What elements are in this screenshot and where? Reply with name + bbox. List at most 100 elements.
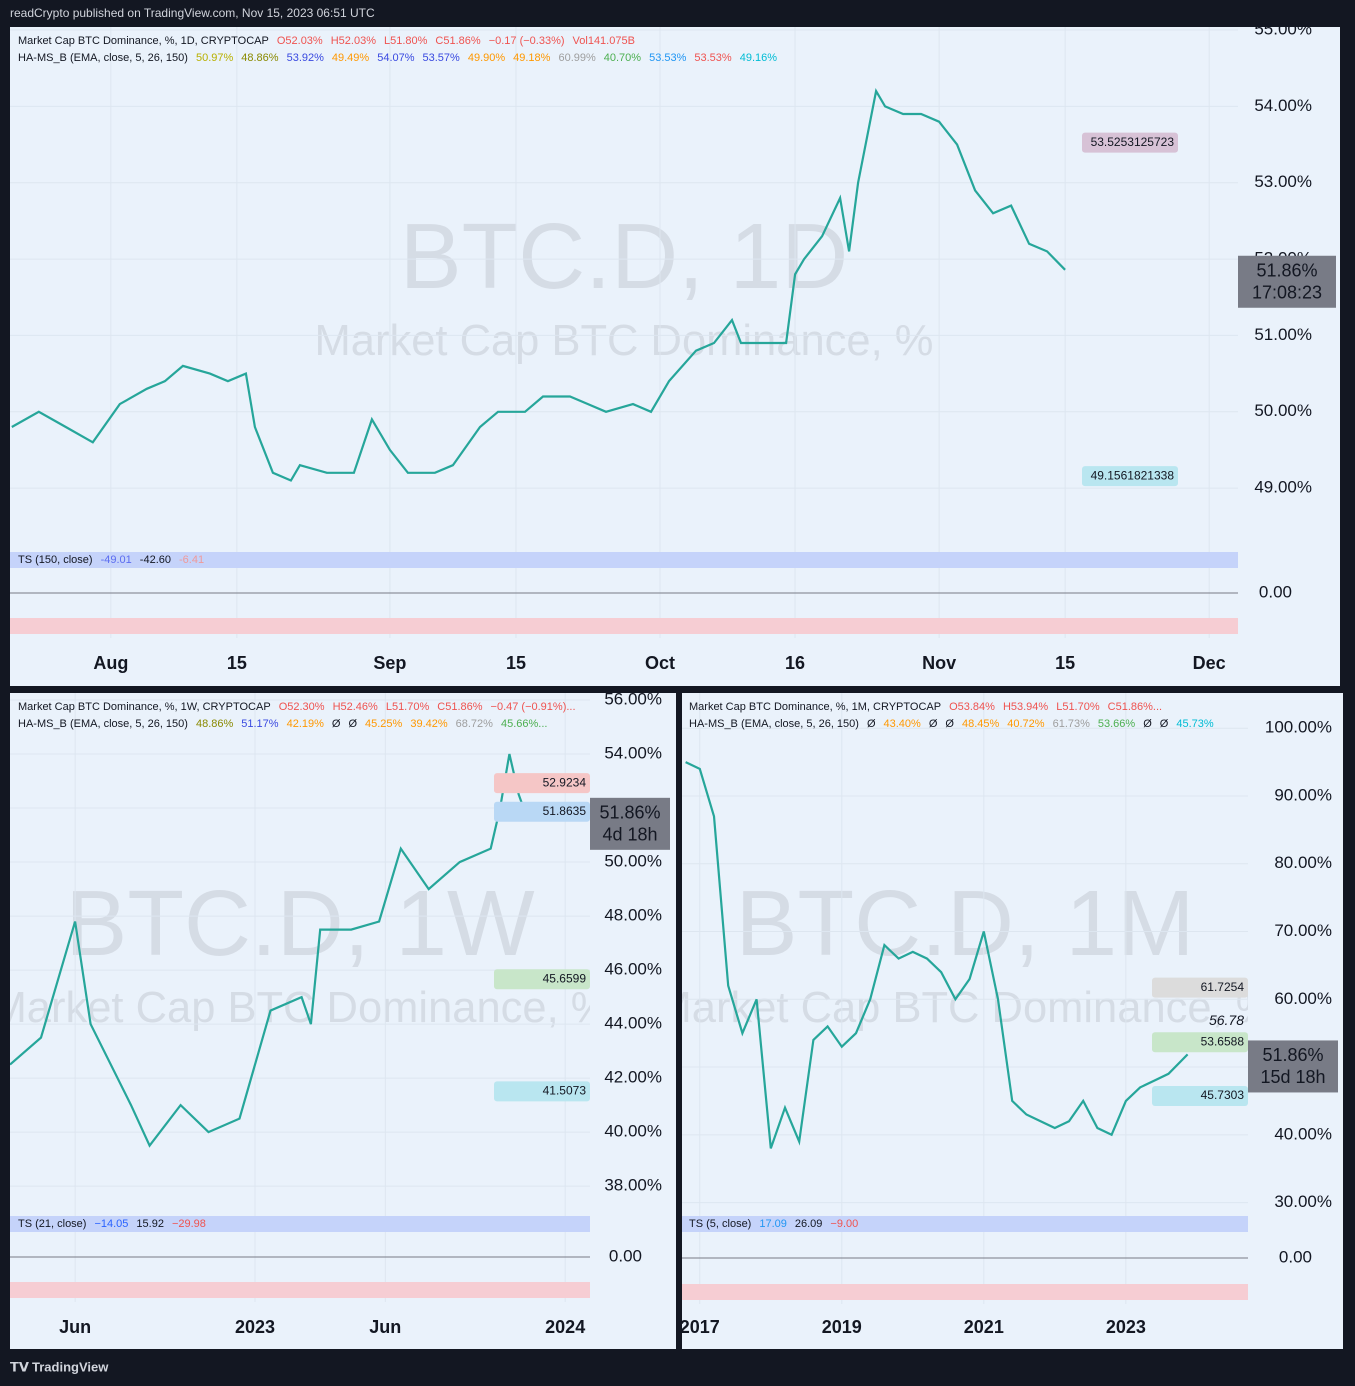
osc-value: -42.60 [140, 554, 171, 566]
brand-logo: 𝗧𝗩 [10, 1359, 29, 1374]
ohlc-value: C51.86% [435, 35, 480, 47]
indicator-value: 40.72% [1007, 718, 1045, 730]
y-tick-label: 48.00% [604, 906, 662, 925]
panel-bg [682, 693, 1343, 1349]
y-tick-label: 49.00% [1254, 478, 1312, 497]
x-tick-label: Aug [93, 653, 128, 673]
x-tick-label: 15 [506, 653, 526, 673]
price-tag-label: 53.5253125723 [1091, 135, 1175, 149]
current-price-label: 51.86% [1256, 261, 1317, 281]
osc-name: TS (21, close) [18, 1218, 86, 1230]
y-tick-label: 56.00% [604, 690, 662, 709]
countdown-label: 17:08:23 [1252, 283, 1322, 303]
price-tag-label: 53.6588 [1201, 1034, 1245, 1048]
y-tick-label: 50.00% [1254, 401, 1312, 420]
current-price-box [590, 797, 670, 850]
osc-tick-label: 0.00 [609, 1246, 642, 1265]
price-tag-label: 51.8635 [543, 804, 587, 818]
indicator-value: 54.07% [377, 52, 415, 64]
countdown-label: 15d 18h [1260, 1067, 1325, 1087]
price-tag-label: 45.7303 [1201, 1088, 1245, 1102]
osc-value: 26.09 [795, 1218, 823, 1230]
y-tick-label: 42.00% [604, 1068, 662, 1087]
indicator-value: 43.40% [884, 718, 922, 730]
current-price-box [1238, 255, 1336, 308]
ohlc-value: O53.84% [949, 701, 995, 713]
indicator-value: 49.90% [468, 52, 506, 64]
x-tick-label: Sep [373, 653, 406, 673]
price-tag-label: 56.78 [1209, 1012, 1244, 1028]
y-tick-label: 50.00% [604, 852, 662, 871]
y-tick-label: 55.00% [1254, 20, 1312, 39]
ohlc-value: L51.80% [384, 35, 428, 47]
y-tick-label: 70.00% [1274, 921, 1332, 940]
ohlc-value: C51.86% [437, 701, 482, 713]
osc-band-top [10, 552, 1238, 568]
osc-band-bottom [10, 618, 1238, 634]
ohlc-value: C51.86%... [1108, 701, 1162, 713]
ohlc-value: Vol141.075B [573, 35, 635, 47]
x-tick-label: 2023 [1106, 1317, 1146, 1337]
indicator-value: 68.72% [456, 718, 494, 730]
indicator-value: 42.19% [287, 718, 325, 730]
ohlc-value: H52.03% [331, 35, 376, 47]
y-tick-label: 100.00% [1265, 718, 1332, 737]
osc-band-bottom [682, 1284, 1248, 1300]
y-tick-label: 30.00% [1274, 1192, 1332, 1211]
price-tag-label: 61.7254 [1201, 980, 1245, 994]
indicator-value: 45.73% [1176, 718, 1214, 730]
indicator-value: 39.42% [410, 718, 448, 730]
osc-value: 17.09 [759, 1218, 787, 1230]
indicator-value: 53.53% [649, 52, 687, 64]
price-tag [494, 801, 590, 822]
y-tick-label: 53.00% [1254, 172, 1312, 191]
indicator-value: Ø [867, 718, 876, 730]
y-tick-label: 80.00% [1274, 853, 1332, 872]
ohlc-value: O52.03% [277, 35, 323, 47]
price-line [10, 753, 526, 1148]
osc-value: 15.92 [136, 1218, 164, 1230]
legend-title: Market Cap BTC Dominance, %, 1D, CRYPTOC… [18, 35, 269, 47]
price-tag [1082, 132, 1178, 153]
y-tick-label: 54.00% [604, 744, 662, 763]
ohlc-value: −0.47 (−0.91%)... [491, 701, 576, 713]
price-tag [1152, 1085, 1248, 1106]
price-tag [1152, 977, 1248, 998]
indicator-value: Ø [929, 718, 938, 730]
indicator-value: 48.86% [196, 718, 234, 730]
x-tick-label: 15 [1055, 653, 1075, 673]
legend-title: Market Cap BTC Dominance, %, 1M, CRYPTOC… [689, 701, 941, 713]
osc-value: −14.05 [94, 1218, 128, 1230]
chart-panel: BTC.D, 1D Market Cap BTC Dominance, % 49.0… [10, 20, 1340, 686]
y-tick-label: 90.00% [1274, 785, 1332, 804]
indicator-value: 40.70% [604, 52, 642, 64]
osc-value: -6.41 [179, 554, 204, 566]
indicator-value: 60.99% [558, 52, 596, 64]
x-tick-label: 16 [785, 653, 805, 673]
publisher: readCrypto published on TradingView.com,… [10, 6, 375, 20]
ohlc-value: −0.17 (−0.33%) [489, 35, 565, 47]
indicator-value: 51.17% [241, 718, 279, 730]
indicator-value: 53.53% [694, 52, 732, 64]
price-tag-label: 49.1561821338 [1091, 468, 1175, 482]
x-tick-label: Oct [645, 653, 675, 673]
indicator-value: Ø [348, 718, 357, 730]
indicator-value: 53.57% [423, 52, 461, 64]
ohlc-value: L51.70% [386, 701, 430, 713]
indicator-value: 49.18% [513, 52, 551, 64]
current-price-label: 51.86% [599, 803, 660, 823]
price-tag [1152, 1032, 1248, 1053]
y-tick-label: 51.00% [1254, 325, 1312, 344]
x-tick-label: Nov [922, 653, 956, 673]
osc-band-bottom [10, 1282, 590, 1298]
osc-value: −9.00 [830, 1218, 858, 1230]
current-price-box [1248, 1040, 1338, 1093]
x-tick-label: Dec [1193, 653, 1226, 673]
countdown-label: 4d 18h [602, 825, 657, 845]
indicator-value: Ø [1143, 718, 1152, 730]
indicator-value: Ø [1160, 718, 1169, 730]
price-tag-label: 41.5073 [543, 1084, 587, 1098]
indicator-value: Ø [945, 718, 954, 730]
indicator-value: 53.92% [287, 52, 325, 64]
osc-tick-label: 0.00 [1279, 1247, 1312, 1266]
